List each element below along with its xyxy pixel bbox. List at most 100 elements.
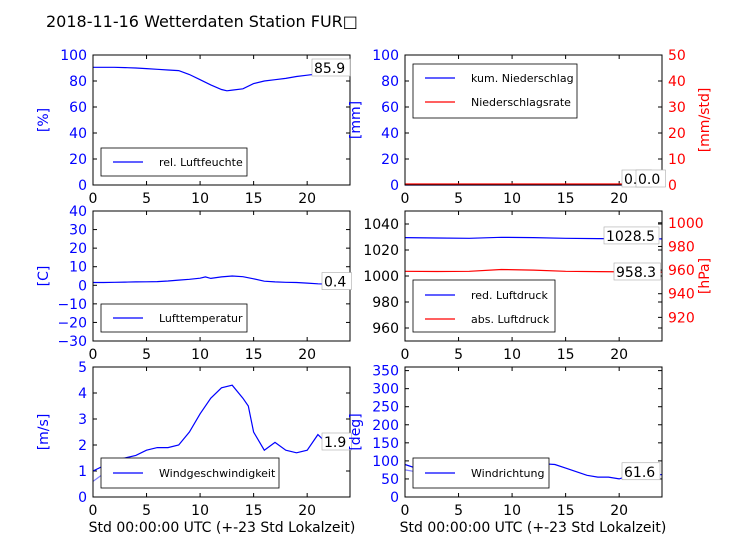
x-tick-label: 0 bbox=[89, 191, 98, 207]
y-tick-label: 100 bbox=[372, 48, 399, 64]
value-label-box bbox=[311, 58, 351, 77]
value-label-box bbox=[321, 432, 352, 451]
y-tick-label: −30 bbox=[57, 334, 87, 350]
y2-tick-label: 10 bbox=[668, 152, 686, 168]
value-label: 0.4 bbox=[324, 275, 346, 291]
value-label-2-box bbox=[613, 262, 661, 281]
y-tick-label: 80 bbox=[381, 74, 399, 90]
x-tick-label: 10 bbox=[503, 191, 521, 207]
y-tick-label: 1040 bbox=[363, 217, 399, 233]
y-tick-label: 40 bbox=[69, 204, 87, 220]
y-tick-label: 40 bbox=[69, 126, 87, 142]
y-tick-label: 150 bbox=[372, 436, 399, 452]
y-tick-label: 60 bbox=[69, 100, 87, 116]
legend-box bbox=[412, 279, 556, 333]
value-label-box bbox=[603, 226, 660, 245]
series-line-windgeschwindigkeit bbox=[92, 384, 350, 472]
value-label: 85.9 bbox=[314, 61, 345, 77]
x-tick-label: 15 bbox=[557, 347, 575, 363]
x-tick-label: 20 bbox=[298, 503, 316, 519]
y-tick-label: 80 bbox=[69, 74, 87, 90]
x-tick-label: 5 bbox=[454, 503, 463, 519]
y-tick-label: 960 bbox=[372, 321, 399, 337]
x-tick-label: 15 bbox=[245, 503, 263, 519]
legend-label: abs. Luftdruck bbox=[471, 313, 550, 326]
value-label: 1028.5 bbox=[606, 229, 655, 245]
x-tick-label: 5 bbox=[142, 347, 151, 363]
panel-p5: 0 1 2 3 4 5 0 5 10 15 20 [m/s] Windgeschwindigkeit 1.… bbox=[36, 360, 352, 519]
x-tick-label: 5 bbox=[454, 347, 463, 363]
y2-tick-label: 40 bbox=[668, 74, 686, 90]
y-tick-label: 1020 bbox=[363, 243, 399, 259]
x-tick-label: 5 bbox=[142, 503, 151, 519]
y-tick-label: 30 bbox=[69, 223, 87, 239]
value-label: 61.6 bbox=[624, 465, 655, 481]
figure-title: 2018-11-16 Wetterdaten Station FUR□ bbox=[46, 12, 358, 31]
y-tick-label: 0 bbox=[78, 278, 87, 294]
y-axis-label: [mm] bbox=[348, 101, 364, 139]
y-axis-label: [%] bbox=[36, 108, 52, 132]
legend-label: Niederschlagsrate bbox=[471, 96, 571, 109]
x-tick-label: 5 bbox=[454, 191, 463, 207]
panel-p3: −30 −20 −10 0 10 20 30 40 0 5 10 15 20 [C] Lufttempera… bbox=[36, 204, 352, 363]
y-tick-label: 40 bbox=[381, 126, 399, 142]
y-tick-label: 50 bbox=[381, 472, 399, 488]
x-tick-label: 0 bbox=[401, 503, 410, 519]
y-tick-label: 10 bbox=[69, 260, 87, 276]
y-tick-label: 60 bbox=[381, 100, 399, 116]
x-tick-label: 0 bbox=[89, 347, 98, 363]
y-axis-label: [deg] bbox=[348, 413, 364, 450]
x-tick-label: 20 bbox=[610, 347, 628, 363]
y-tick-label: 1000 bbox=[363, 269, 399, 285]
y-tick-label: 250 bbox=[372, 400, 399, 416]
plot-frame bbox=[92, 366, 351, 498]
x-tick-label: 15 bbox=[245, 191, 263, 207]
y-tick-label: 4 bbox=[78, 386, 87, 402]
x-axis-label-left: Std 00:00:00 UTC (+-23 Std Lokalzeit) bbox=[89, 520, 356, 536]
y2-axis-label: [hPa] bbox=[697, 258, 713, 294]
x-tick-label: 20 bbox=[298, 347, 316, 363]
y2-tick-label: 960 bbox=[668, 263, 695, 279]
y-tick-label: 1 bbox=[78, 464, 87, 480]
series-line-rel-luftfeuchte bbox=[93, 66, 350, 92]
value-label: 1.9 bbox=[324, 435, 346, 451]
series-line-lufttemperatur bbox=[93, 275, 350, 286]
y-tick-label: 100 bbox=[372, 454, 399, 470]
x-tick-label: 0 bbox=[401, 191, 410, 207]
y-tick-label: 20 bbox=[69, 241, 87, 257]
y-tick-label: 2 bbox=[78, 438, 87, 454]
value-label-box bbox=[321, 272, 352, 290]
plot-frame bbox=[404, 54, 663, 186]
y2-tick-label: 0 bbox=[668, 178, 677, 194]
y2-tick-label: 980 bbox=[668, 239, 695, 255]
x-tick-label: 10 bbox=[191, 347, 209, 363]
y-tick-label: 350 bbox=[372, 364, 399, 380]
y-tick-label: 0 bbox=[78, 490, 87, 506]
x-tick-label: 0 bbox=[401, 347, 410, 363]
y2-tick-label: 30 bbox=[668, 100, 686, 116]
y-tick-label: −20 bbox=[57, 315, 87, 331]
y-axis-label: [C] bbox=[36, 266, 52, 287]
legend-label: Windrichtung bbox=[471, 467, 544, 480]
y-tick-label: 0 bbox=[390, 490, 399, 506]
x-axis-label-right: Std 00:00:00 UTC (+-23 Std Lokalzeit) bbox=[400, 520, 667, 536]
panel-p2: 0 20 40 60 80 100 0 10 20 30 40 50 0 5 10 15 20 [mm] [mm/s… bbox=[348, 48, 713, 207]
y-tick-label: 20 bbox=[69, 152, 87, 168]
legend-box bbox=[412, 63, 578, 119]
y-tick-label: −10 bbox=[57, 297, 87, 313]
x-tick-label: 20 bbox=[610, 503, 628, 519]
plot-frame bbox=[404, 210, 663, 342]
legend-label: red. Luftdruck bbox=[471, 289, 548, 302]
x-tick-label: 10 bbox=[191, 503, 209, 519]
y-tick-label: 100 bbox=[60, 48, 87, 64]
x-tick-label: 15 bbox=[557, 191, 575, 207]
x-tick-label: 5 bbox=[142, 191, 151, 207]
y-tick-label: 200 bbox=[372, 418, 399, 434]
x-tick-label: 10 bbox=[503, 347, 521, 363]
panel-p1: 0 20 40 60 80 100 0 5 10 15 20 [%] rel. Luftfeuchte 8… bbox=[36, 48, 351, 207]
y-tick-label: 980 bbox=[372, 295, 399, 311]
x-tick-label: 0 bbox=[89, 503, 98, 519]
y2-tick-label: 940 bbox=[668, 287, 695, 303]
